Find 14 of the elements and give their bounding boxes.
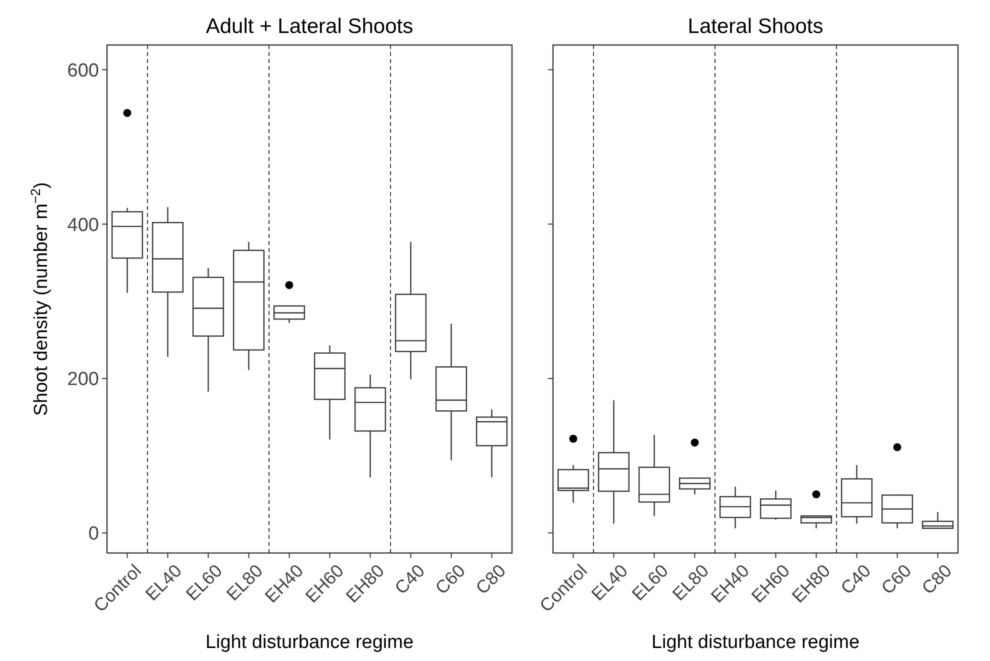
- x-tick-label: C80: [472, 560, 510, 598]
- y-tick-label: 0: [88, 524, 99, 545]
- y-tick-label: 600: [67, 60, 99, 82]
- x-tick-label: C60: [877, 560, 915, 598]
- x-tick-label: C40: [836, 560, 874, 598]
- chart-title: Lateral Shoots: [688, 15, 824, 38]
- x-tick-label: C80: [918, 560, 956, 598]
- x-axis-title: Light disturbance regime: [205, 632, 414, 653]
- x-tick-label: C60: [431, 560, 469, 598]
- y-tick-label: 400: [67, 214, 99, 236]
- x-tick-label: C40: [390, 560, 428, 598]
- y-tick-label: 200: [67, 369, 99, 390]
- x-axis-title: Light disturbance regime: [651, 632, 860, 653]
- chart-title: Adult + Lateral Shoots: [206, 15, 414, 38]
